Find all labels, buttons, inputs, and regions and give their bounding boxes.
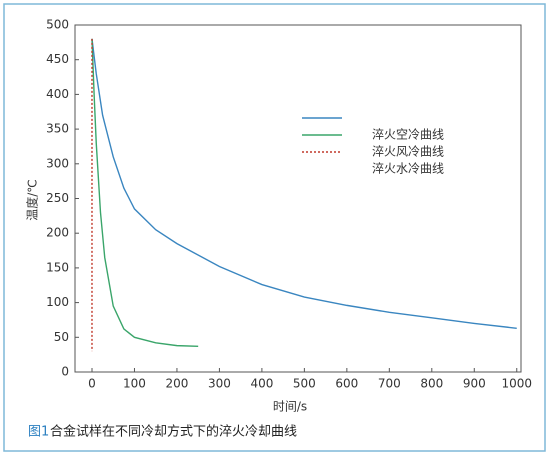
x-tick-label: 800	[420, 377, 443, 391]
y-tick-label: 400	[46, 87, 69, 101]
caption-label: 图1	[28, 425, 49, 440]
series-line	[91, 38, 517, 329]
x-tick-label: 700	[378, 377, 401, 391]
x-tick-label: 100	[123, 377, 146, 391]
y-tick-label: 200	[46, 226, 69, 240]
x-axis-label: 时间/s	[273, 400, 307, 414]
plot-area	[74, 24, 522, 373]
x-tick-label: 1000	[501, 377, 532, 391]
y-tick-label: 350	[46, 122, 69, 136]
y-tick-label: 0	[61, 365, 69, 379]
y-tick-label: 300	[46, 156, 69, 170]
frame	[3, 3, 546, 452]
x-tick-label: 200	[165, 377, 188, 391]
y-tick-label: 250	[46, 191, 69, 205]
x-tick-label: 0	[88, 377, 96, 391]
y-tick-label: 50	[54, 330, 69, 344]
y-tick-label: 500	[46, 18, 69, 32]
y-axis-label: 温度/℃	[25, 179, 40, 221]
x-tick-label: 600	[335, 377, 358, 391]
y-tick-label: 150	[46, 260, 69, 274]
x-tick-label: 300	[208, 377, 231, 391]
caption: 合金试样在不同冷却方式下的淬火冷却曲线	[50, 424, 297, 440]
series-line	[91, 38, 199, 348]
x-tick-label: 500	[293, 377, 316, 391]
legend-label: 淬火风冷曲线	[372, 144, 444, 159]
y-tick-label: 450	[46, 52, 69, 66]
legend-label: 淬火水冷曲线	[372, 161, 444, 176]
x-tick-label: 900	[463, 377, 486, 391]
x-tick-label: 400	[250, 377, 273, 391]
y-tick-label: 100	[46, 295, 69, 309]
legend-label: 淬火空冷曲线	[372, 127, 444, 142]
